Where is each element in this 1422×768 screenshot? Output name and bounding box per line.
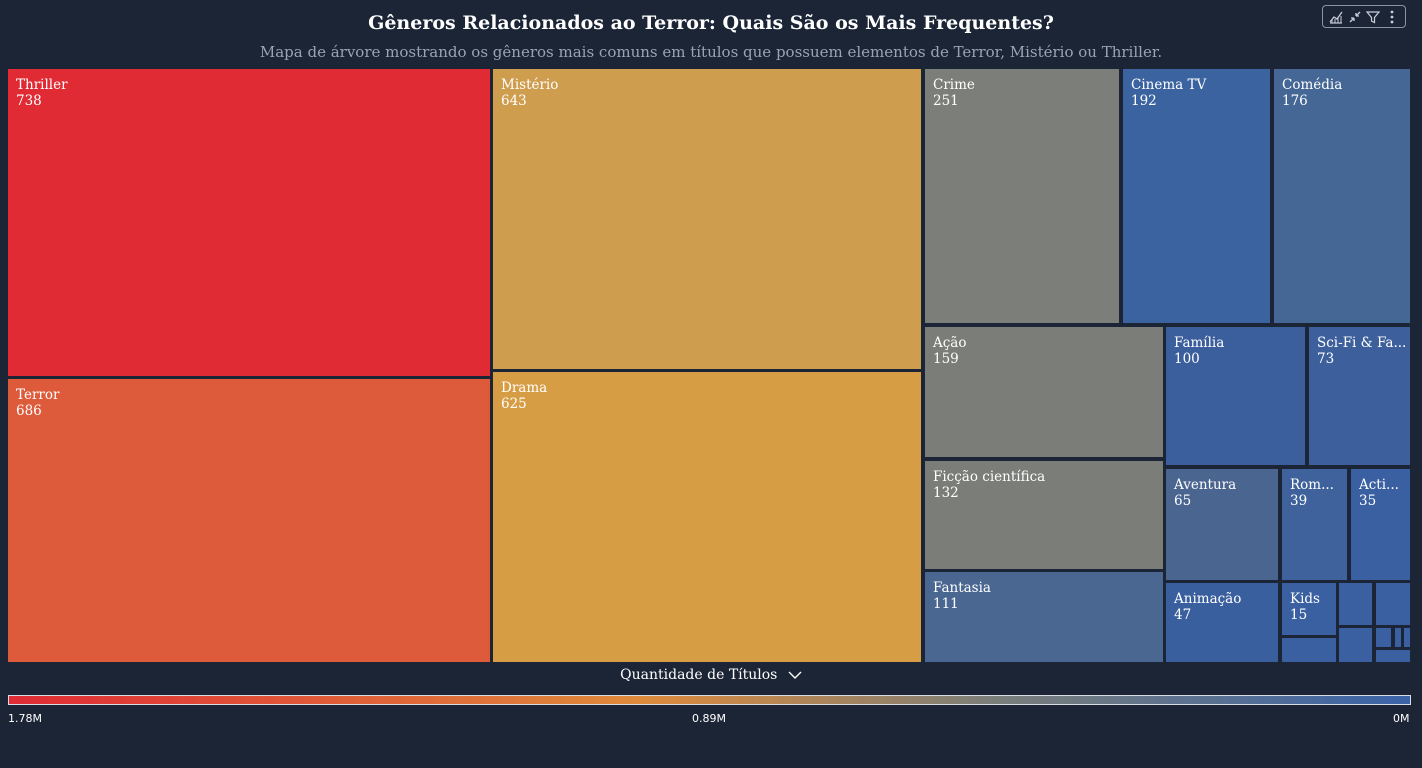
treemap-tile-rect[interactable] xyxy=(1351,469,1410,580)
performance-icon[interactable] xyxy=(1328,9,1344,25)
legend-tick-mid: 0.89M xyxy=(692,712,726,725)
treemap-tile-value: 251 xyxy=(933,93,959,109)
treemap-tile[interactable] xyxy=(1395,628,1401,647)
treemap-tile-rect[interactable] xyxy=(8,69,490,376)
treemap-tile-value: 738 xyxy=(16,93,42,109)
treemap-tile-label: Ficção científica xyxy=(933,469,1045,485)
treemap-tile-rect[interactable] xyxy=(1404,628,1410,647)
treemap-tile-rect[interactable] xyxy=(1395,628,1401,647)
treemap-tile-rect[interactable] xyxy=(925,572,1163,662)
treemap-tile-label: Thriller xyxy=(16,77,68,93)
treemap-tile[interactable] xyxy=(1376,628,1391,647)
treemap-tile-label: Mistério xyxy=(501,77,558,93)
treemap-tile-rect[interactable] xyxy=(1339,628,1372,662)
chevron-down-icon xyxy=(788,671,802,679)
treemap-tile-rect[interactable] xyxy=(1339,583,1372,625)
treemap-tile[interactable] xyxy=(1282,638,1336,662)
treemap-tile-rect[interactable] xyxy=(925,327,1163,457)
treemap-tile-label: Acti... xyxy=(1358,477,1399,493)
treemap-tile-label: Crime xyxy=(933,77,975,93)
treemap-tile-rect[interactable] xyxy=(1376,628,1391,647)
treemap-tile-value: 47 xyxy=(1174,607,1191,623)
treemap-tile-value: 35 xyxy=(1359,493,1376,509)
treemap-tile-rect[interactable] xyxy=(1282,638,1336,662)
treemap-tile-rect[interactable] xyxy=(493,69,921,369)
treemap-tile-rect[interactable] xyxy=(1274,69,1410,323)
treemap-tile-rect[interactable] xyxy=(1166,327,1305,465)
treemap-tile-rect[interactable] xyxy=(1166,583,1278,662)
treemap-tile-value: 192 xyxy=(1131,93,1157,109)
color-scale-gradient xyxy=(8,695,1411,705)
treemap-tile-value: 132 xyxy=(933,485,959,501)
treemap-tile-value: 625 xyxy=(501,396,527,412)
treemap-tile-label: Cinema TV xyxy=(1131,77,1206,93)
treemap-tile-rect[interactable] xyxy=(1282,583,1336,635)
chart-subtitle: Mapa de árvore mostrando os gêneros mais… xyxy=(259,43,1163,61)
treemap-tile-label: Ação xyxy=(932,335,967,351)
treemap-tile[interactable] xyxy=(1376,583,1410,625)
treemap-tile-label: Fantasia xyxy=(933,580,991,596)
treemap-tile-value: 159 xyxy=(933,351,959,367)
treemap-tile-rect[interactable] xyxy=(1282,469,1347,580)
treemap-tile-value: 65 xyxy=(1174,493,1191,509)
treemap-tile-label: Rom... xyxy=(1290,477,1334,493)
treemap-tile-rect[interactable] xyxy=(1166,469,1278,580)
treemap-tile-value: 111 xyxy=(933,596,959,612)
legend-tick-min: 0M xyxy=(1393,712,1410,725)
treemap-tile-rect[interactable] xyxy=(925,69,1119,323)
treemap-tile-value: 39 xyxy=(1290,493,1307,509)
treemap-tile-label: Sci-Fi & Fa... xyxy=(1317,335,1406,351)
collapse-icon[interactable] xyxy=(1347,9,1363,25)
more-options-icon[interactable] xyxy=(1384,9,1400,25)
treemap-tile-label: Aventura xyxy=(1173,477,1236,493)
treemap-tile-label: Comédia xyxy=(1282,77,1342,93)
treemap-tile-rect[interactable] xyxy=(1309,327,1410,465)
treemap-tile-label: Animação xyxy=(1173,591,1241,607)
legend-tick-max: 1.78M xyxy=(8,712,42,725)
chart-title: Gêneros Relacionados ao Terror: Quais Sã… xyxy=(368,12,1054,34)
treemap-tile[interactable]: Rom...39 xyxy=(1282,469,1347,580)
treemap-tile-rect[interactable] xyxy=(493,372,921,662)
filter-icon[interactable] xyxy=(1365,9,1381,25)
treemap-tile[interactable] xyxy=(1376,650,1410,662)
visual-toolbar xyxy=(1322,5,1406,28)
treemap-tile-rect[interactable] xyxy=(8,379,490,662)
treemap-tile-rect[interactable] xyxy=(1123,69,1270,323)
treemap-tile-value: 643 xyxy=(501,93,527,109)
treemap-tile-value: 100 xyxy=(1174,351,1200,367)
treemap-tile-label: Kids xyxy=(1290,591,1320,607)
treemap-tile-rect[interactable] xyxy=(925,461,1163,569)
treemap-tile-value: 686 xyxy=(16,403,42,419)
treemap-tile-label: Família xyxy=(1174,335,1224,351)
treemap-tile[interactable] xyxy=(1339,583,1372,625)
treemap-tile-value: 73 xyxy=(1317,351,1334,367)
legend-title-label: Quantidade de Títulos xyxy=(620,667,778,683)
treemap-tile-value: 15 xyxy=(1290,607,1307,623)
treemap-tile[interactable]: Sci-Fi & Fa...73 xyxy=(1309,327,1410,465)
treemap-tile-value: 176 xyxy=(1282,93,1308,109)
treemap-tile[interactable] xyxy=(1404,628,1410,647)
treemap-tile-rect[interactable] xyxy=(1376,650,1410,662)
treemap-tile[interactable] xyxy=(1339,628,1372,662)
legend-title-button[interactable]: Quantidade de Títulos xyxy=(0,667,1422,683)
treemap-tile-label: Drama xyxy=(501,380,547,396)
treemap-tile[interactable]: Acti...35 xyxy=(1351,469,1410,580)
treemap-tile-label: Terror xyxy=(16,387,60,403)
treemap-tile-rect[interactable] xyxy=(1376,583,1410,625)
